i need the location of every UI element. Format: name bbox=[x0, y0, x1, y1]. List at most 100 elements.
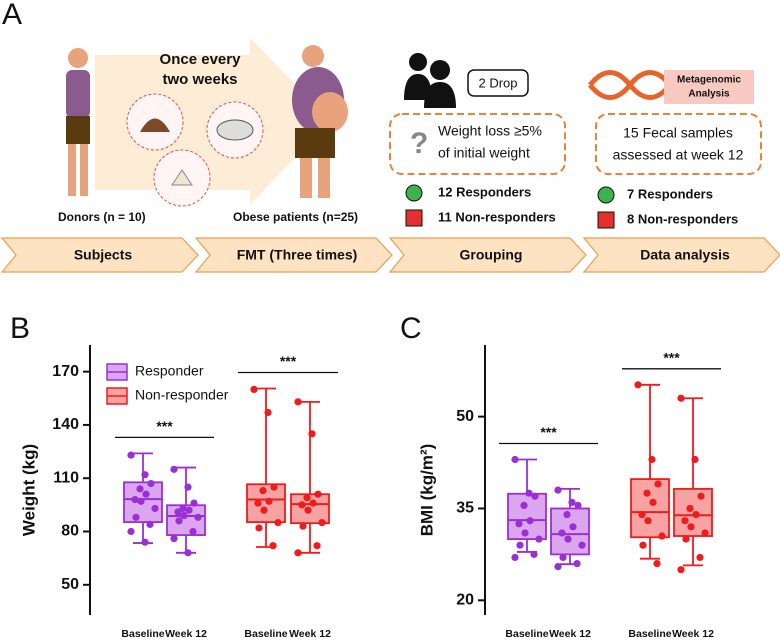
x-tick-label: Baseline bbox=[244, 628, 287, 640]
data-point bbox=[564, 535, 572, 543]
data-point bbox=[653, 559, 661, 568]
dish-icon bbox=[216, 119, 254, 141]
data-point bbox=[255, 524, 263, 532]
legend-label: Non-responder bbox=[135, 387, 229, 403]
panel-label: A bbox=[2, 0, 22, 31]
responders2: 7 Responders bbox=[627, 186, 713, 201]
data-point bbox=[127, 451, 135, 459]
data-point bbox=[265, 497, 273, 505]
data-point bbox=[127, 527, 135, 536]
data-point bbox=[137, 497, 145, 505]
data-point bbox=[179, 504, 187, 513]
data-point bbox=[677, 566, 685, 574]
step-band: Subjects FMT (Three times) Grouping Data an… bbox=[0, 237, 780, 273]
data-point bbox=[131, 495, 139, 504]
data-point bbox=[151, 504, 159, 513]
legend-label: Responder bbox=[135, 363, 204, 379]
data-point bbox=[520, 501, 528, 510]
data-point bbox=[654, 480, 662, 488]
data-point bbox=[147, 479, 155, 488]
data-point bbox=[175, 517, 183, 525]
panel-label: C bbox=[400, 312, 422, 345]
y-axis-label: BMI (kg/m²) bbox=[417, 444, 436, 537]
data-point bbox=[516, 541, 524, 549]
patient-figure bbox=[292, 45, 348, 198]
donors-label: Donors (n = 10) bbox=[58, 210, 146, 224]
responder-icon bbox=[405, 184, 423, 202]
data-point bbox=[638, 510, 646, 519]
data-point bbox=[691, 455, 699, 464]
data-point bbox=[563, 510, 571, 519]
samples: 15 Fecal samples bbox=[623, 125, 733, 141]
data-point bbox=[194, 513, 202, 521]
data-point bbox=[578, 541, 586, 549]
data-point bbox=[170, 465, 178, 473]
data-point bbox=[264, 408, 272, 417]
data-point bbox=[314, 490, 322, 498]
data-point bbox=[260, 506, 268, 514]
drop-box bbox=[467, 69, 529, 97]
data-point bbox=[558, 529, 566, 537]
drop-label: 2 Drop bbox=[478, 75, 517, 90]
data-point bbox=[687, 523, 695, 531]
capsule-icon bbox=[171, 169, 193, 186]
y-tick-label: 110 bbox=[53, 469, 79, 486]
data-point bbox=[569, 523, 577, 531]
y-axis-label: Weight (kg) bbox=[19, 444, 38, 536]
data-point bbox=[170, 535, 178, 543]
x-tick-label: Baseline bbox=[628, 628, 671, 640]
y-tick-label: 20 bbox=[456, 592, 474, 609]
data-point bbox=[634, 381, 642, 389]
data-point bbox=[697, 492, 705, 500]
data-point bbox=[318, 519, 326, 527]
dna-icon bbox=[588, 70, 672, 100]
step-label: Grouping bbox=[460, 247, 523, 263]
frequency: Once every bbox=[160, 51, 242, 68]
data-point bbox=[174, 508, 182, 516]
step-label: Subjects bbox=[74, 247, 133, 263]
x-tick-label: Week 12 bbox=[549, 628, 591, 640]
data-point bbox=[313, 542, 321, 550]
data-point bbox=[184, 549, 192, 557]
data-point bbox=[692, 510, 700, 519]
data-point bbox=[309, 499, 317, 507]
step-label: FMT (Three times) bbox=[237, 247, 358, 263]
data-point bbox=[298, 501, 306, 509]
data-point bbox=[554, 486, 562, 494]
significance: *** bbox=[156, 418, 173, 434]
data-point bbox=[303, 494, 311, 502]
data-point bbox=[141, 471, 149, 479]
people-icon bbox=[404, 53, 456, 108]
nonresponder-icon bbox=[597, 211, 615, 229]
box bbox=[630, 478, 670, 539]
data-point bbox=[525, 489, 533, 497]
significance: *** bbox=[540, 424, 557, 440]
data-point bbox=[677, 394, 685, 402]
data-point bbox=[515, 520, 523, 528]
data-point bbox=[521, 529, 529, 537]
criterion: of initial weight bbox=[438, 145, 530, 161]
significance: *** bbox=[280, 353, 297, 369]
responder-icon bbox=[597, 186, 615, 204]
data-point bbox=[643, 489, 651, 497]
responders: 12 Responders bbox=[438, 184, 531, 199]
step-label: Data analysis bbox=[640, 247, 730, 263]
data-point bbox=[535, 535, 543, 543]
samples-box bbox=[595, 113, 762, 175]
step-chevron bbox=[582, 237, 780, 273]
data-point bbox=[132, 513, 140, 521]
metagenomic-box bbox=[664, 70, 754, 104]
step-chevron bbox=[194, 237, 393, 273]
data-point bbox=[682, 535, 690, 543]
panel-label: B bbox=[10, 312, 30, 345]
y-tick-label: 35 bbox=[456, 500, 474, 517]
metagenomic-label: Analysis bbox=[688, 89, 730, 100]
data-point bbox=[269, 542, 277, 550]
stool-icon bbox=[140, 118, 170, 132]
data-point bbox=[573, 559, 581, 568]
y-tick-label: 80 bbox=[61, 523, 79, 540]
data-point bbox=[274, 519, 282, 527]
data-point bbox=[141, 538, 149, 546]
